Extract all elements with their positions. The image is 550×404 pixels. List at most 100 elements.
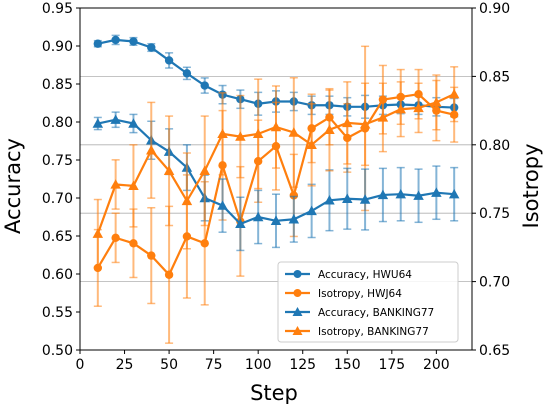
x-axis-label: Step (250, 381, 298, 404)
triangle-marker (146, 145, 157, 155)
x-tick-label: 75 (205, 357, 223, 373)
triangle-marker (235, 131, 246, 141)
legend-box (277, 261, 459, 343)
left-tick-label: 0.60 (42, 267, 73, 283)
triangle-marker (292, 326, 303, 335)
triangle-marker (163, 165, 175, 175)
triangle-marker (252, 128, 264, 139)
left-tick-label: 0.50 (42, 343, 73, 359)
triangle-marker (92, 228, 104, 238)
triangle-marker (395, 188, 406, 199)
circle-marker (293, 270, 302, 278)
x-tick-label: 0 (76, 357, 85, 373)
triangle-marker (306, 205, 317, 216)
triangle-marker (431, 97, 442, 107)
triangle-marker (395, 103, 406, 114)
right-tick-label: 0.70 (479, 275, 510, 291)
right-tick-label: 0.90 (479, 1, 510, 17)
legend-item: Accuracy, HWU64 (285, 269, 412, 281)
circle-marker (182, 69, 192, 78)
triangle-marker (431, 187, 442, 197)
triangle-marker (110, 114, 121, 124)
left-tick-label: 0.95 (42, 1, 73, 17)
plot-frame (79, 7, 473, 351)
circle-marker (93, 39, 103, 48)
legend: Accuracy, HWU64 Isotropy, HWJ64 Accuracy, … (277, 261, 459, 343)
triangle-marker (306, 139, 317, 149)
circle-marker (164, 270, 174, 279)
triangle-marker (128, 118, 139, 128)
right-tick-label: 0.65 (479, 343, 510, 359)
circle-marker (164, 56, 174, 65)
circle-marker (147, 251, 156, 260)
left-tick-label: 0.90 (42, 39, 73, 55)
triangle-marker (217, 200, 228, 210)
x-tick-label: 175 (378, 357, 405, 373)
x-axis-ticks: 0 25 50 75 100 125 150 175 200 (76, 350, 450, 373)
triangle-marker (128, 180, 139, 191)
right-tick-label: 0.80 (479, 138, 510, 154)
circle-marker (111, 35, 120, 45)
triangle-marker (217, 128, 228, 139)
circle-marker (293, 289, 302, 297)
triangle-marker (377, 189, 389, 200)
series-4 (92, 66, 460, 269)
left-tick-label: 0.70 (42, 191, 73, 207)
triangle-marker (270, 121, 282, 132)
triangle-marker (110, 179, 121, 189)
x-tick-label: 100 (245, 357, 272, 373)
legend-item: Accuracy, BANKING77 (285, 307, 434, 319)
x-tick-label: 25 (116, 357, 134, 373)
left-axis-ticks: 0.50 0.55 0.60 0.65 0.70 0.75 0.80 0.85 0.90 0.95 (42, 1, 80, 359)
triangle-marker (342, 117, 353, 128)
legend-label: Isotropy, BANKING77 (318, 326, 429, 338)
triangle-marker (199, 165, 210, 175)
series-layer (92, 34, 460, 344)
legend-label: Accuracy, HWU64 (318, 269, 412, 281)
left-tick-label: 0.80 (42, 115, 73, 131)
circle-marker (129, 37, 138, 46)
right-tick-label: 0.75 (479, 206, 510, 222)
triangle-marker (324, 195, 335, 205)
circle-marker (111, 233, 120, 243)
circle-marker (147, 43, 156, 52)
triangle-marker (413, 190, 424, 200)
triangle-marker (235, 218, 246, 229)
legend-item: Isotropy, HWJ64 (285, 288, 402, 300)
triangle-marker (288, 214, 300, 224)
triangle-marker (448, 88, 460, 99)
circle-marker (200, 239, 209, 248)
left-tick-label: 0.65 (42, 229, 73, 245)
triangle-marker (377, 112, 389, 122)
x-tick-label: 50 (160, 357, 178, 373)
triangle-marker (92, 118, 104, 128)
right-tick-label: 0.85 (479, 69, 510, 85)
triangle-marker (270, 215, 282, 225)
triangle-marker (292, 307, 303, 316)
x-tick-label: 150 (334, 357, 361, 373)
triangle-marker (448, 188, 460, 199)
triangle-marker (252, 211, 264, 222)
triangle-marker (359, 119, 371, 129)
circle-marker (289, 191, 299, 200)
x-tick-label: 200 (423, 357, 450, 373)
right-axis-label: Isotropy (519, 144, 543, 229)
triangle-marker (288, 127, 300, 137)
triangle-marker (324, 124, 335, 134)
triangle-marker (359, 194, 371, 204)
left-tick-label: 0.85 (42, 77, 73, 93)
right-axis-ticks: 0.65 0.70 0.75 0.80 0.85 0.90 (472, 1, 510, 359)
left-axis-label: Accuracy (1, 138, 25, 234)
left-tick-label: 0.55 (42, 305, 73, 321)
triangle-marker (181, 195, 193, 206)
legend-label: Isotropy, HWJ64 (318, 288, 402, 300)
circle-marker (200, 81, 209, 90)
triangle-marker (342, 193, 353, 203)
x-tick-label: 125 (289, 357, 316, 373)
left-tick-label: 0.75 (42, 153, 73, 169)
legend-item: Isotropy, BANKING77 (285, 326, 429, 338)
triangle-marker (413, 102, 424, 113)
legend-label: Accuracy, BANKING77 (318, 307, 434, 319)
circle-marker (129, 239, 138, 248)
